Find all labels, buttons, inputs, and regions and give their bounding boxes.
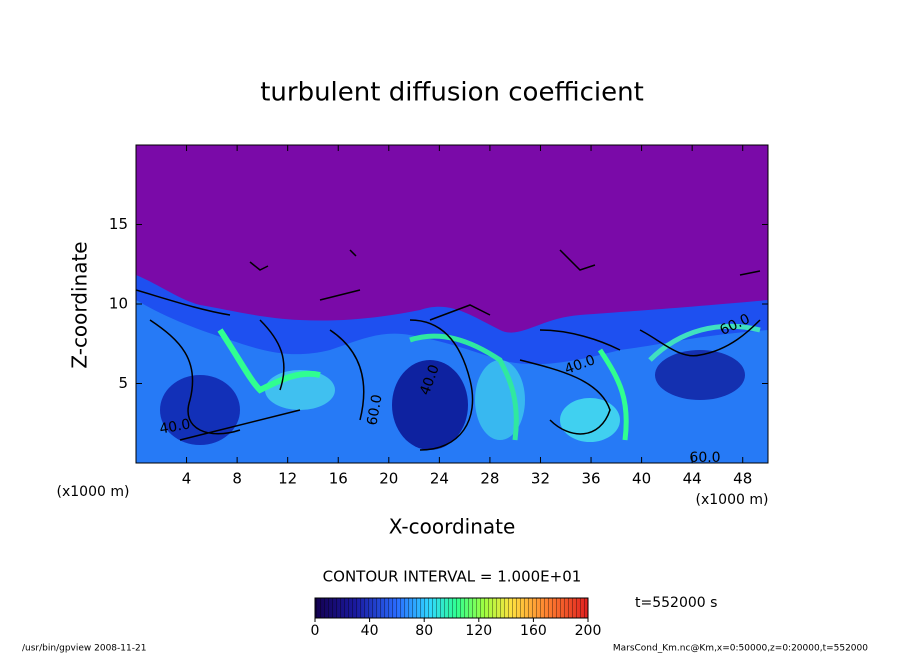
x-tick-label: 48 [733,470,752,488]
contour-interval: CONTOUR INTERVAL = 1.000E+01 [323,568,582,586]
x-unit: (x1000 m) [696,492,769,508]
y-tick-label: 15 [109,215,128,233]
time-label: t=552000 s [635,595,717,611]
footer-right: MarsCond_Km.nc@Km,x=0:50000,z=0:20000,t=… [613,644,868,654]
x-tick-label: 40 [632,470,651,488]
x-tick-label: 44 [683,470,702,488]
footer-left: /usr/bin/gpview 2008-11-21 [22,644,146,654]
x-axis-label: X-coordinate [389,515,516,539]
colorbar-tick-label: 160 [520,623,547,639]
colorbar-tick-label: 200 [575,623,602,639]
y-tick-label: 5 [118,374,128,392]
colorbar-frame [314,597,589,619]
colorbar-tick-label: 80 [415,623,433,639]
x-tick-label: 20 [379,470,398,488]
colorbar-tick-label: 0 [311,623,320,639]
colorbar-tick-label: 120 [465,623,492,639]
contour-label: 60.0 [364,393,385,426]
x-tick-label: 8 [232,470,242,488]
x-tick-label: 32 [531,470,550,488]
chart-title: turbulent diffusion coefficient [260,78,644,108]
contour-field [136,145,768,463]
x-tick-label: 12 [278,470,297,488]
y-unit: (x1000 m) [57,484,130,500]
x-tick-label: 28 [480,470,499,488]
x-tick-label: 24 [430,470,449,488]
contour-label: 60.0 [689,450,720,466]
y-tick-label: 10 [109,295,128,313]
x-tick-label: 16 [329,470,348,488]
x-tick-label: 36 [581,470,600,488]
colorbar-tick-label: 40 [361,623,379,639]
x-tick-label: 4 [182,470,192,488]
contour-label: 40.0 [158,416,191,437]
y-axis-label: Z-coordinate [68,241,92,368]
